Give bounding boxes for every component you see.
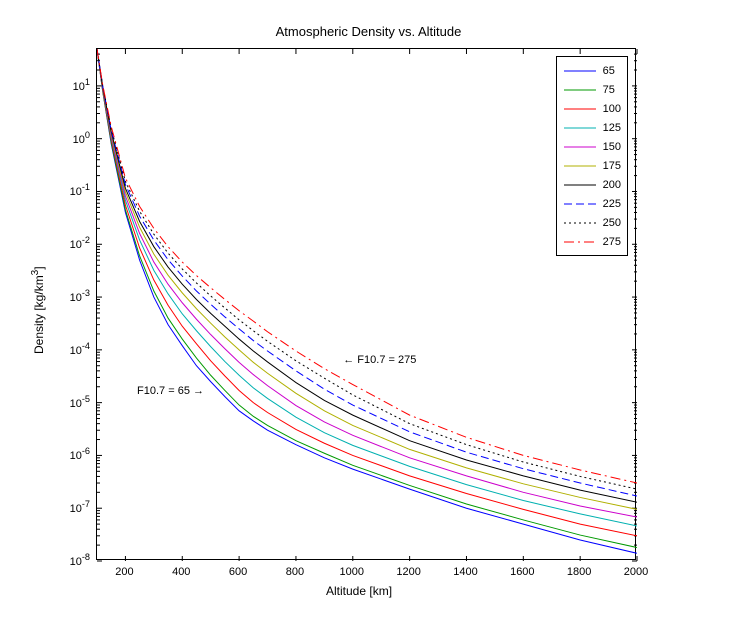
legend-entry-100: 100 (563, 99, 621, 118)
x-tick-label: 1400 (453, 566, 477, 578)
y-tick-label: 10-3 (40, 288, 90, 304)
y-tick-label: 10-7 (40, 499, 90, 515)
legend-entry-150: 150 (563, 137, 621, 156)
y-tick-label: 10-8 (40, 552, 90, 568)
legend-entry-175: 175 (563, 156, 621, 175)
x-tick-label: 800 (286, 566, 304, 578)
y-tick-label: 10-1 (40, 183, 90, 199)
y-tick-label: 100 (40, 130, 90, 146)
legend-swatch (563, 140, 597, 154)
legend-label: 75 (597, 84, 615, 96)
legend: 65 75 100 125 150 175 200 225 250 275 (556, 56, 628, 256)
legend-label: 250 (597, 217, 621, 229)
legend-swatch (563, 83, 597, 97)
x-tick-label: 2000 (624, 566, 648, 578)
legend-label: 275 (597, 236, 621, 248)
legend-label: 150 (597, 141, 621, 153)
x-tick-label: 600 (229, 566, 247, 578)
x-tick-label: 1800 (567, 566, 591, 578)
y-tick-label: 10-6 (40, 447, 90, 463)
legend-swatch (563, 64, 597, 78)
x-tick-label: 200 (115, 566, 133, 578)
legend-swatch (563, 197, 597, 211)
y-tick-label: 10-4 (40, 341, 90, 357)
legend-label: 125 (597, 122, 621, 134)
y-tick-label: 101 (40, 77, 90, 93)
legend-swatch (563, 178, 597, 192)
x-tick-label: 1000 (340, 566, 364, 578)
legend-swatch (563, 159, 597, 173)
legend-label: 175 (597, 160, 621, 172)
x-tick-label: 400 (172, 566, 190, 578)
legend-entry-65: 65 (563, 61, 621, 80)
legend-label: 100 (597, 103, 621, 115)
legend-swatch (563, 235, 597, 249)
x-tick-label: 1600 (510, 566, 534, 578)
legend-entry-225: 225 (563, 194, 621, 213)
y-axis-label: Density [kg/km3] (30, 266, 46, 354)
chart-container: Atmospheric Density vs. Altitude 10-8 10-… (0, 0, 737, 632)
legend-swatch (563, 216, 597, 230)
annotation: F10.7 = 65 → (137, 385, 204, 397)
legend-label: 200 (597, 179, 621, 191)
legend-entry-75: 75 (563, 80, 621, 99)
chart-title: Atmospheric Density vs. Altitude (0, 24, 737, 39)
legend-label: 65 (597, 65, 615, 77)
x-tick-label: 1200 (396, 566, 420, 578)
legend-swatch (563, 102, 597, 116)
legend-entry-200: 200 (563, 175, 621, 194)
legend-entry-275: 275 (563, 232, 621, 251)
legend-entry-125: 125 (563, 118, 621, 137)
y-tick-label: 10-2 (40, 235, 90, 251)
x-axis-label: Altitude [km] (326, 584, 392, 598)
y-tick-label: 10-5 (40, 394, 90, 410)
annotation: ← F10.7 = 275 (343, 354, 416, 366)
legend-entry-250: 250 (563, 213, 621, 232)
legend-swatch (563, 121, 597, 135)
legend-label: 225 (597, 198, 621, 210)
